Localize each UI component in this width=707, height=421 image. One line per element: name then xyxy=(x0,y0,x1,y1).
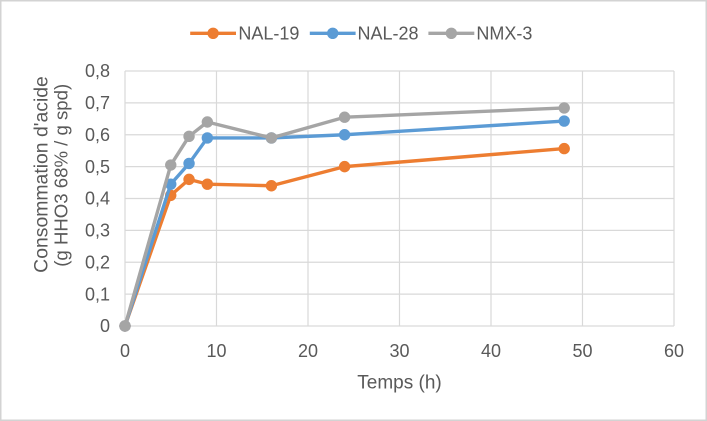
svg-text:Consommation d'acide: Consommation d'acide xyxy=(30,76,52,273)
svg-text:NAL-28: NAL-28 xyxy=(358,23,419,43)
svg-text:0,8: 0,8 xyxy=(85,61,110,81)
svg-text:40: 40 xyxy=(481,341,501,361)
svg-text:0: 0 xyxy=(120,341,130,361)
svg-text:0,7: 0,7 xyxy=(85,93,110,113)
svg-text:50: 50 xyxy=(572,341,592,361)
svg-text:(g HHO3 68% / g spd): (g HHO3 68% / g spd) xyxy=(50,84,71,267)
svg-text:20: 20 xyxy=(298,341,318,361)
svg-text:10: 10 xyxy=(206,341,226,361)
svg-text:0,2: 0,2 xyxy=(85,252,110,272)
svg-text:60: 60 xyxy=(664,341,684,361)
svg-text:0,3: 0,3 xyxy=(85,221,110,241)
svg-text:0,4: 0,4 xyxy=(85,189,110,209)
svg-text:0,1: 0,1 xyxy=(85,284,110,304)
svg-text:0: 0 xyxy=(100,316,110,336)
svg-text:0,6: 0,6 xyxy=(85,125,110,145)
svg-text:30: 30 xyxy=(389,341,409,361)
svg-text:0,5: 0,5 xyxy=(85,157,110,177)
svg-text:Temps (h): Temps (h) xyxy=(357,372,441,393)
svg-text:NMX-3: NMX-3 xyxy=(476,23,532,43)
svg-text:NAL-19: NAL-19 xyxy=(238,23,299,43)
